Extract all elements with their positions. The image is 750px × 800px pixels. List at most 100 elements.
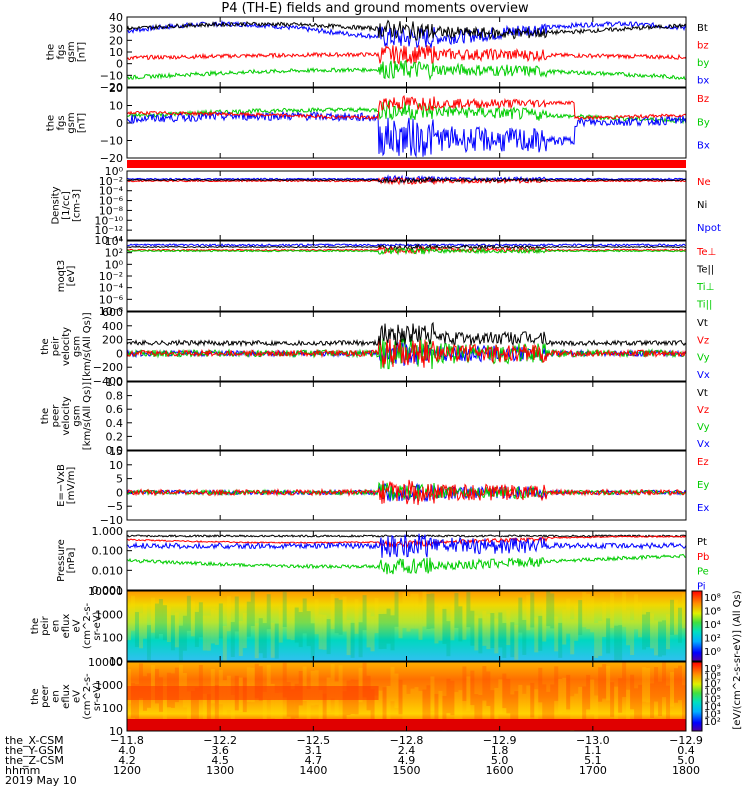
y-tick-label: 10⁴ [105,235,124,248]
x-axis-value: 1500 [393,764,421,777]
legend-vy: Vy [697,353,710,364]
spectrogram-cell [650,613,655,649]
colorbar-tick: 10⁸ [704,593,721,604]
y-tick-label: −10 [100,514,123,527]
x-axis-value: 1400 [299,764,327,777]
spectrogram-band [127,719,686,730]
y-tick-label: 0 [116,58,123,71]
spectrogram-cell [382,613,387,649]
spectrogram-cell [506,678,511,714]
spectrogram-cell [438,605,443,641]
spectrogram-cell [258,666,263,701]
y-tick-label: 0.4 [106,417,124,430]
spectrogram-cell [162,685,167,721]
legend-ex: Ex [697,503,709,514]
spectrogram-cell [510,622,515,658]
spectrogram-cell [222,625,227,661]
y-tick-label: 20 [109,34,123,47]
spectrogram-cell [462,666,467,701]
y-tick-label: 10⁻² [99,175,123,188]
spectrogram-cell [294,683,299,719]
spectrogram-cell [450,605,455,641]
spectrogram-cell [322,614,327,650]
x-axis-value: 2.4 [398,744,416,757]
spectrogram-cell [486,614,491,650]
spectrogram-cell [186,691,191,726]
y-tick-label: 20 [109,82,123,95]
spectrogram-cell [154,603,159,639]
series-bt [126,19,687,41]
spectrogram-cell [666,685,671,721]
spectrogram-cell [466,592,471,628]
spectrogram-cell [354,598,359,634]
spectrogram-cell [670,599,675,635]
panel-ylabel: [mV/m] [66,467,77,505]
spectrogram-cell [414,687,419,722]
spectrogram-cell [210,608,215,644]
spectrogram-cell [474,694,479,729]
spectrogram-cell [554,666,559,701]
colorbar-tick: 10⁸ [704,672,721,683]
spectrogram-cell [434,608,439,644]
y-tick-label: 10² [105,247,123,260]
spectrogram-cell [594,622,599,658]
spectrogram-cell [278,607,283,643]
legend-bx: Bx [697,141,710,152]
spectrogram-cell [134,684,139,719]
spectrogram-cell [186,595,191,631]
panel-ylabel: [nPa] [66,547,77,573]
spectrogram-cell [326,619,331,655]
spectrogram-cell [622,591,627,627]
colorbar-tick: 10⁴ [704,620,721,631]
y-tick-label: 400 [102,320,123,333]
y-tick-label: 10⁻⁴ [99,282,124,295]
spectrogram-cell [127,605,131,641]
spectrogram-cell [470,610,475,646]
spectrogram-cell [570,696,575,731]
panel-ylabel: gsm [71,405,82,426]
spectrogram-cell [502,673,507,709]
legend-ni: Ni [697,200,707,211]
spectrogram-cell [418,604,423,640]
spectrogram-cell [422,591,427,627]
spectrogram-cell [302,666,307,702]
spectrogram-cell [514,691,519,726]
colorbar-tick: 10⁵ [704,694,721,705]
spectrogram-cell [578,686,583,722]
spectrogram-cell [246,601,251,637]
spectrogram-cell [398,603,403,639]
spectrogram-band [127,686,379,700]
panel-frame [126,450,687,521]
x-axis-row-label: the_Z-CSM [5,754,64,767]
panel-ylabel: [eV] [66,266,77,287]
spectrogram-cell [402,592,407,628]
x-axis-value: −12.9 [669,734,703,747]
colorbar-tick: 10⁴ [704,702,721,713]
spectrogram-cell [522,693,527,729]
y-tick-label: 10000 [88,585,123,598]
panel-ylabel: eflux [61,614,72,639]
x-axis-value: 1200 [113,764,141,777]
spectrogram-cell [662,662,667,698]
spectrogram-cell [374,598,379,634]
spectrogram-cell [630,674,635,710]
spectrogram-cell [602,601,607,637]
spectrogram-cell [558,622,563,658]
spectrogram-cell [370,616,375,652]
legend-ey: Ey [697,480,709,491]
spectrogram-cell [282,591,287,627]
spectrogram-cell [342,691,347,726]
panel-ylabel: [nT] [77,42,88,62]
spectrogram-cell [566,598,571,634]
panel-ylabel: gsm [66,41,77,62]
spectrogram-cell [158,598,163,634]
spectrogram-cell [318,690,323,725]
legend-vy: Vy [697,422,710,433]
y-tick-label: 100 [102,702,123,715]
x-axis-value: 1600 [486,764,514,777]
spectrogram-cell [202,615,207,651]
legend-pe: Pe [697,567,709,578]
colorbar-tick: 10² [704,634,721,645]
y-tick-label: −10 [100,69,123,82]
